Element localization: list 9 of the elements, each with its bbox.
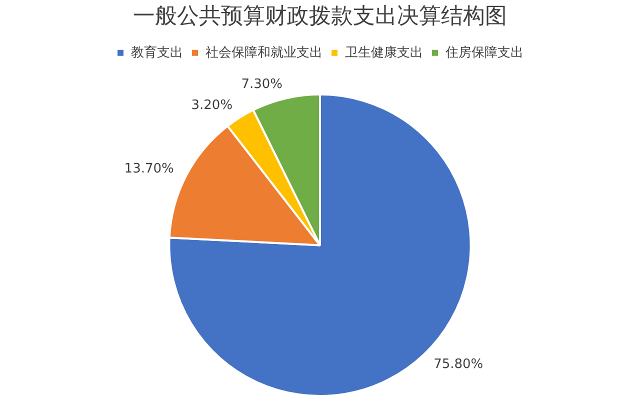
legend-label: 住房保障支出	[444, 44, 524, 60]
legend-label: 卫生健康支出	[345, 45, 423, 60]
data-label: 3.20%	[191, 98, 233, 113]
legend-label: 教育支出	[131, 44, 183, 60]
data-label: 7.30%	[241, 77, 283, 92]
data-label: 75.80%	[434, 357, 484, 372]
legend-label: 社会保障和就业支出	[206, 45, 322, 60]
chart-title: 一般公共预算财政拨款支出决算结构图	[133, 4, 507, 29]
data-label: 13.70%	[124, 161, 174, 176]
